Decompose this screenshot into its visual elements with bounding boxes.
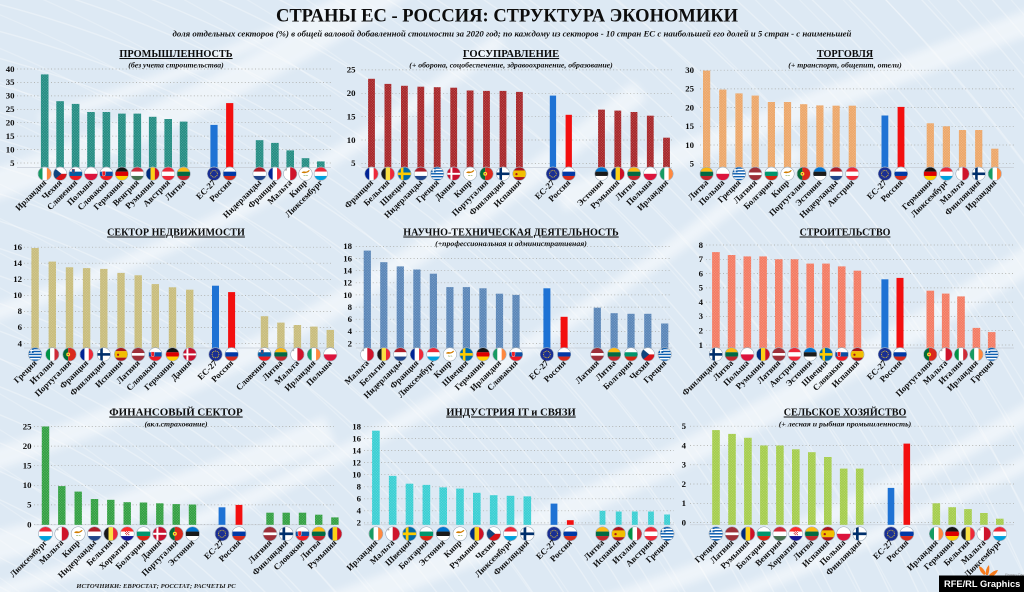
svg-text:5: 5: [351, 158, 356, 168]
svg-text:14: 14: [352, 445, 361, 455]
svg-text:10: 10: [6, 144, 15, 154]
svg-text:ИНДУСТРИЯ IT и СВЯЗИ: ИНДУСТРИЯ IT и СВЯЗИ: [446, 408, 576, 419]
svg-text:2: 2: [357, 518, 362, 528]
svg-text:10: 10: [352, 470, 361, 480]
svg-text:4: 4: [682, 440, 687, 450]
svg-text:(+ оборона, соцобеспечение, зд: (+ оборона, соцобеспечение, здравоохране…: [409, 61, 613, 70]
svg-text:2: 2: [682, 479, 687, 489]
svg-text:40: 40: [6, 64, 15, 74]
svg-text:СЕЛЬСКОЕ ХОЗЯЙСТВО: СЕЛЬСКОЕ ХОЗЯЙСТВО: [784, 407, 907, 419]
svg-text:5: 5: [682, 421, 687, 431]
svg-text:6: 6: [357, 494, 362, 504]
svg-text:20: 20: [685, 102, 694, 112]
svg-text:СЕКТОР НЕДВИЖИМОСТИ: СЕКТОР НЕДВИЖИМОСТИ: [107, 228, 245, 239]
svg-text:1: 1: [682, 498, 686, 508]
svg-text:6: 6: [18, 322, 23, 332]
svg-text:15: 15: [685, 121, 694, 131]
svg-text:14: 14: [343, 266, 352, 276]
svg-text:20: 20: [347, 88, 356, 98]
svg-text:3: 3: [699, 311, 704, 321]
svg-text:СТРАНЫ ЕС - РОССИЯ: СТРУКТУРА: СТРАНЫ ЕС - РОССИЯ: СТРУКТУРА ЭКОНОМИКИ: [276, 7, 739, 27]
svg-text:5: 5: [690, 159, 695, 169]
svg-text:ФИНАНСОВЫЙ СЕКТОР: ФИНАНСОВЫЙ СЕКТОР: [109, 407, 243, 419]
svg-text:(без учета строительства): (без учета строительства): [128, 61, 224, 70]
svg-text:Радио Свобода: Радио Свобода: [1005, 572, 1024, 577]
svg-text:4: 4: [348, 326, 353, 336]
svg-text:6: 6: [348, 314, 353, 324]
svg-text:15: 15: [6, 131, 15, 141]
svg-text:4: 4: [18, 338, 23, 348]
svg-text:6: 6: [699, 268, 704, 278]
svg-text:1: 1: [699, 340, 703, 350]
svg-text:7: 7: [699, 254, 704, 264]
svg-text:16: 16: [13, 242, 22, 252]
svg-text:ТОРГОВЛЯ: ТОРГОВЛЯ: [817, 49, 874, 60]
svg-text:доля отдельных секторов (%) в: доля отдельных секторов (%) в общей вало…: [173, 29, 852, 39]
svg-text:10: 10: [13, 290, 22, 300]
svg-text:10: 10: [347, 135, 356, 145]
svg-text:15: 15: [23, 461, 32, 471]
svg-text:12: 12: [352, 457, 361, 467]
svg-text:2: 2: [699, 326, 704, 336]
svg-text:25: 25: [685, 84, 694, 94]
svg-text:35: 35: [6, 77, 15, 87]
svg-text:5: 5: [10, 158, 15, 168]
svg-text:RFE/RL Graphics: RFE/RL Graphics: [944, 579, 1020, 589]
svg-text:16: 16: [343, 253, 352, 263]
svg-text:25: 25: [6, 104, 15, 114]
svg-text:18: 18: [352, 421, 361, 431]
svg-text:5: 5: [27, 500, 32, 510]
svg-text:10: 10: [23, 480, 32, 490]
svg-text:16: 16: [352, 433, 361, 443]
svg-text:8: 8: [357, 482, 362, 492]
svg-text:4: 4: [699, 297, 704, 307]
svg-text:10: 10: [343, 290, 352, 300]
svg-text:15: 15: [347, 112, 356, 122]
svg-text:СТРОИТЕЛЬСТВО: СТРОИТЕЛЬСТВО: [800, 228, 891, 239]
svg-text:ГОСУПРАВЛЕНИЕ: ГОСУПРАВЛЕНИЕ: [463, 49, 559, 60]
svg-text:10: 10: [685, 140, 694, 150]
svg-text:5: 5: [699, 283, 704, 293]
svg-text:ИСТОЧНИКИ: ЕВРОСТАТ; РОССТАТ;: ИСТОЧНИКИ: ЕВРОСТАТ; РОССТАТ; РАСЧЕТЫ РС: [75, 583, 236, 590]
svg-text:8: 8: [348, 302, 353, 312]
svg-text:18: 18: [343, 241, 352, 251]
svg-text:25: 25: [347, 65, 356, 75]
svg-text:НАУЧНО-ТЕХНИЧЕСКАЯ ДЕЯТЕЛЬНОСТ: НАУЧНО-ТЕХНИЧЕСКАЯ ДЕЯТЕЛЬНОСТЬ: [403, 228, 619, 239]
svg-text:30: 30: [685, 65, 694, 75]
svg-text:4: 4: [357, 506, 362, 516]
svg-text:(вкл.страхование): (вкл.страхование): [144, 420, 208, 429]
svg-text:(+профессиональная и администр: (+профессиональная и административная): [435, 239, 587, 248]
svg-text:25: 25: [23, 421, 32, 431]
svg-text:20: 20: [6, 118, 15, 128]
svg-text:(+ лесная и рыбная промышленно: (+ лесная и рыбная промышленность): [779, 420, 912, 429]
svg-text:20: 20: [23, 441, 32, 451]
svg-text:(+ транспорт, общепит, отели): (+ транспорт, общепит, отели): [788, 61, 902, 70]
svg-text:8: 8: [699, 240, 704, 250]
svg-text:3: 3: [682, 460, 687, 470]
svg-text:0: 0: [27, 519, 32, 529]
svg-text:0: 0: [682, 517, 687, 527]
svg-text:12: 12: [343, 278, 352, 288]
svg-text:14: 14: [13, 258, 22, 268]
svg-text:2: 2: [348, 338, 353, 348]
svg-text:12: 12: [13, 274, 22, 284]
svg-text:30: 30: [6, 91, 15, 101]
svg-text:8: 8: [18, 306, 23, 316]
svg-text:ПРОМЫШЛЕННОСТЬ: ПРОМЫШЛЕННОСТЬ: [119, 49, 232, 60]
